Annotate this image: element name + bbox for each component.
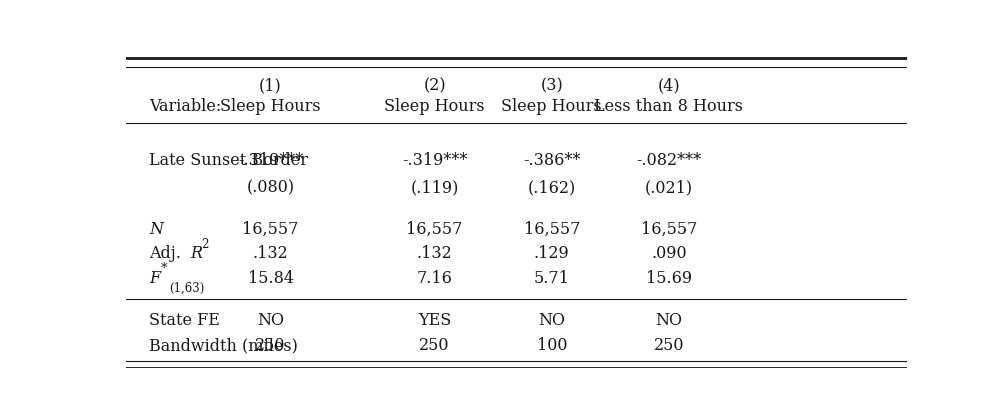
Text: R: R	[191, 244, 202, 261]
Text: -.386**: -.386**	[523, 152, 581, 169]
Text: 100: 100	[536, 337, 568, 354]
Text: Sleep Hours: Sleep Hours	[220, 98, 321, 115]
Text: F: F	[149, 270, 160, 287]
Text: 16,557: 16,557	[641, 221, 698, 238]
Text: Late Sunset Border: Late Sunset Border	[149, 152, 308, 169]
Text: Bandwidth (miles): Bandwidth (miles)	[149, 337, 298, 354]
Text: (.021): (.021)	[645, 179, 692, 197]
Text: 16,557: 16,557	[406, 221, 463, 238]
Text: (2): (2)	[423, 78, 446, 95]
Text: Sleep Hours: Sleep Hours	[384, 98, 485, 115]
Text: Adj.: Adj.	[149, 244, 184, 261]
Text: 16,557: 16,557	[242, 221, 298, 238]
Text: -.082***: -.082***	[636, 152, 702, 169]
Text: .129: .129	[534, 244, 570, 261]
Text: 15.69: 15.69	[646, 270, 692, 287]
Text: .132: .132	[253, 244, 288, 261]
Text: (4): (4)	[657, 78, 680, 95]
Text: State FE: State FE	[149, 312, 221, 329]
Text: -.319***: -.319***	[402, 152, 468, 169]
Text: (.162): (.162)	[527, 179, 576, 197]
Text: 16,557: 16,557	[523, 221, 580, 238]
Text: *: *	[161, 263, 167, 275]
Text: Sleep Hours: Sleep Hours	[501, 98, 602, 115]
Text: 5.71: 5.71	[534, 270, 570, 287]
Text: (1,63): (1,63)	[169, 282, 205, 294]
Text: -.319***: -.319***	[238, 152, 303, 169]
Text: .090: .090	[651, 244, 686, 261]
Text: .132: .132	[416, 244, 453, 261]
Text: NO: NO	[257, 312, 284, 329]
Text: (.080): (.080)	[247, 179, 294, 197]
Text: NO: NO	[655, 312, 682, 329]
Text: 7.16: 7.16	[416, 270, 453, 287]
Text: NO: NO	[538, 312, 565, 329]
Text: (1): (1)	[259, 78, 282, 95]
Text: Variable:: Variable:	[149, 98, 222, 115]
Text: N: N	[149, 221, 163, 238]
Text: 2: 2	[201, 238, 209, 251]
Text: 250: 250	[653, 337, 684, 354]
Text: 250: 250	[255, 337, 286, 354]
Text: (.119): (.119)	[410, 179, 459, 197]
Text: YES: YES	[418, 312, 452, 329]
Text: 250: 250	[419, 337, 450, 354]
Text: (3): (3)	[540, 78, 563, 95]
Text: Less than 8 Hours: Less than 8 Hours	[595, 98, 744, 115]
Text: 15.84: 15.84	[248, 270, 293, 287]
